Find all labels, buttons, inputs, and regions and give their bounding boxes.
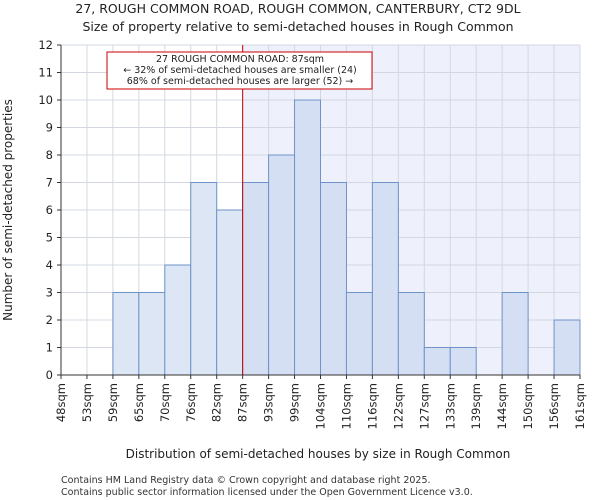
histogram-bar — [320, 182, 347, 376]
x-tick-label: 99sqm — [288, 383, 302, 422]
histogram-bar — [501, 292, 529, 376]
chart-subtitle: Size of property relative to semi-detach… — [82, 19, 513, 34]
x-tick-label: 116sqm — [365, 383, 379, 429]
footer-line-1: Contains HM Land Registry data © Crown c… — [61, 475, 431, 486]
histogram-bar — [397, 292, 425, 376]
x-tick-label: 144sqm — [495, 383, 509, 429]
annotation-frame — [106, 51, 373, 90]
histogram-bar — [371, 182, 399, 376]
histogram-bar — [449, 347, 477, 376]
histogram-bar — [423, 347, 451, 376]
annotation-line-3: 68% of semi-detached houses are larger (… — [127, 76, 354, 87]
x-tick-label: 156sqm — [547, 383, 561, 429]
y-tick-label: 4 — [46, 258, 53, 272]
y-tick-label: 12 — [38, 38, 53, 52]
footer-line-2: Contains public sector information licen… — [61, 487, 473, 498]
histogram-bar — [190, 182, 218, 376]
y-tick-label: 2 — [46, 313, 53, 327]
y-tick-label: 7 — [46, 176, 53, 190]
y-tick-label: 3 — [46, 286, 53, 300]
histogram-bar — [138, 292, 166, 376]
x-tick-label: 59sqm — [106, 383, 120, 422]
x-tick-label: 53sqm — [80, 383, 94, 422]
x-tick-label: 110sqm — [339, 383, 353, 429]
x-tick-label: 76sqm — [184, 383, 198, 422]
x-tick-label: 150sqm — [521, 383, 535, 429]
x-tick-label: 104sqm — [314, 383, 328, 429]
histogram-bar — [242, 182, 270, 376]
annotation-line-2: ← 32% of semi-detached houses are smalle… — [123, 65, 357, 76]
histogram-bar — [268, 154, 296, 376]
x-tick-label: 70sqm — [158, 383, 172, 422]
x-tick-label: 48sqm — [54, 383, 68, 422]
x-axis-label: Distribution of semi-detached houses by … — [126, 447, 511, 461]
y-tick-label: 6 — [46, 203, 53, 217]
x-tick-label: 93sqm — [262, 383, 276, 422]
y-tick-label: 8 — [46, 148, 53, 162]
y-tick-label: 9 — [46, 121, 53, 135]
histogram-bar — [553, 319, 581, 376]
histogram-bar — [112, 292, 140, 376]
x-tick-label: 133sqm — [443, 383, 457, 429]
annotation-line-1: 27 ROUGH COMMON ROAD: 87sqm — [156, 54, 324, 65]
y-tick-label: 1 — [46, 341, 53, 355]
x-tick-label: 122sqm — [391, 383, 405, 429]
x-tick-label: 161sqm — [573, 383, 587, 429]
x-tick-label: 87sqm — [236, 383, 250, 422]
y-axis-label: Number of semi-detached properties — [1, 99, 15, 321]
x-tick-label: 65sqm — [132, 383, 146, 422]
x-tick-label: 127sqm — [417, 383, 431, 429]
histogram-bar — [216, 209, 244, 376]
y-tick-label: 0 — [46, 368, 53, 382]
x-tick-label: 139sqm — [469, 383, 483, 429]
y-tick-label: 11 — [38, 66, 53, 80]
histogram-bar — [294, 99, 321, 376]
x-tick-label: 82sqm — [210, 383, 224, 422]
histogram-bar — [164, 264, 192, 376]
annotation-box: 27 ROUGH COMMON ROAD: 87sqm ← 32% of sem… — [106, 51, 373, 90]
y-tick-label: 10 — [38, 93, 53, 107]
y-tick-label: 5 — [46, 231, 53, 245]
histogram-bar — [345, 292, 373, 376]
chart-title: 27, ROUGH COMMON ROAD, ROUGH COMMON, CAN… — [75, 1, 520, 16]
